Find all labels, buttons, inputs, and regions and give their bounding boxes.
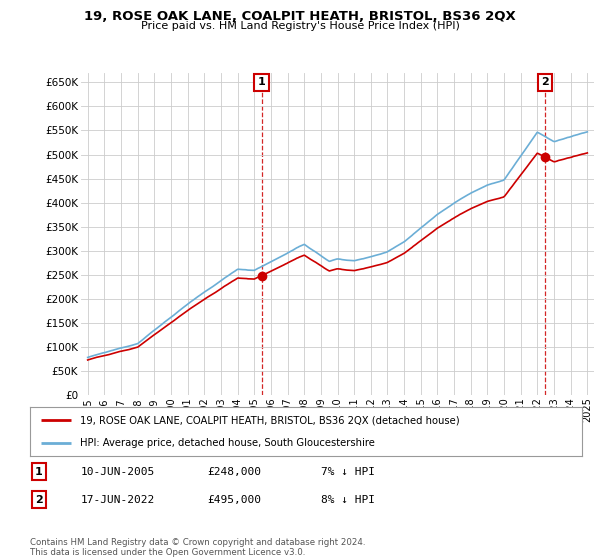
Text: 2: 2 bbox=[35, 494, 43, 505]
Text: 10-JUN-2005: 10-JUN-2005 bbox=[81, 466, 155, 477]
Text: Contains HM Land Registry data © Crown copyright and database right 2024.
This d: Contains HM Land Registry data © Crown c… bbox=[30, 538, 365, 557]
Text: £495,000: £495,000 bbox=[207, 494, 261, 505]
Text: HPI: Average price, detached house, South Gloucestershire: HPI: Average price, detached house, Sout… bbox=[80, 438, 374, 448]
Text: 19, ROSE OAK LANE, COALPIT HEATH, BRISTOL, BS36 2QX: 19, ROSE OAK LANE, COALPIT HEATH, BRISTO… bbox=[84, 10, 516, 23]
Text: £248,000: £248,000 bbox=[207, 466, 261, 477]
Text: 8% ↓ HPI: 8% ↓ HPI bbox=[321, 494, 375, 505]
Text: Price paid vs. HM Land Registry's House Price Index (HPI): Price paid vs. HM Land Registry's House … bbox=[140, 21, 460, 31]
Text: 2: 2 bbox=[541, 77, 549, 87]
Text: 7% ↓ HPI: 7% ↓ HPI bbox=[321, 466, 375, 477]
Text: 1: 1 bbox=[257, 77, 265, 87]
Text: 19, ROSE OAK LANE, COALPIT HEATH, BRISTOL, BS36 2QX (detached house): 19, ROSE OAK LANE, COALPIT HEATH, BRISTO… bbox=[80, 416, 460, 426]
Text: 17-JUN-2022: 17-JUN-2022 bbox=[81, 494, 155, 505]
Text: 1: 1 bbox=[35, 466, 43, 477]
